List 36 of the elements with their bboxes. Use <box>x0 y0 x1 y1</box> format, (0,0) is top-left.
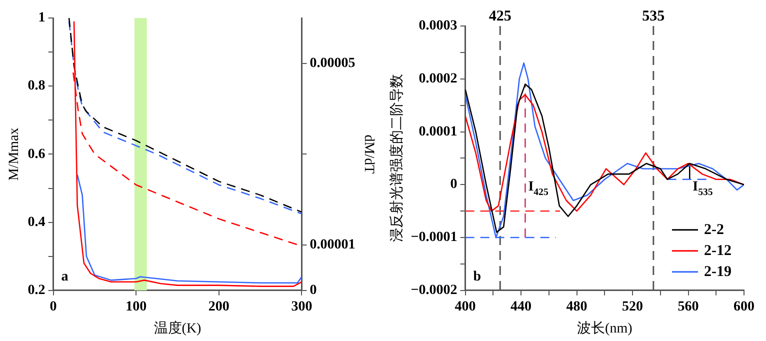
y2-tick-label: 0.00005 <box>310 56 356 72</box>
y-tick-label: −0.0002 <box>410 283 458 298</box>
y-tick-label: 0.0002 <box>418 71 458 86</box>
annotation: b <box>473 269 482 284</box>
y-tick-label: 1 <box>38 10 46 26</box>
legend-label: 2-19 <box>704 264 732 280</box>
x-tick-label: 100 <box>126 299 147 314</box>
annotation: a <box>61 269 68 284</box>
x-tick-label: 480 <box>566 299 588 314</box>
x-axis-title: 波长(nm) <box>577 320 633 336</box>
x-tick-label: 440 <box>510 299 532 314</box>
x-tick-label: 0 <box>50 299 57 314</box>
x-axis-title: 温度(K) <box>154 320 202 336</box>
y-tick-label: 0 <box>450 177 458 192</box>
y-tick-label: 0.4 <box>28 214 46 230</box>
y-tick-label: 0.2 <box>28 283 46 298</box>
y2-tick-label: 0 <box>310 283 317 298</box>
x-tick-label: 200 <box>208 299 230 314</box>
y2-tick-label: 0.00001 <box>310 238 356 253</box>
y-tick-label: 0.6 <box>28 146 46 162</box>
y-tick-label: −0.0001 <box>410 230 458 246</box>
y-axis-title: M/Mmax <box>7 128 22 181</box>
ref-line-label: 425 <box>488 8 512 24</box>
x-tick-label: 300 <box>291 299 312 314</box>
y-tick-label: 0.0001 <box>418 124 458 140</box>
legend-label: 2-12 <box>704 242 732 259</box>
y-tick-label: 0.8 <box>28 78 46 94</box>
y2-axis-title: dM/dT <box>360 134 376 174</box>
x-tick-label: 600 <box>734 299 754 314</box>
legend-label: 2-2 <box>704 222 724 238</box>
y-axis-title: 浸反射光谱强度的二阶导数 <box>389 74 406 242</box>
y-tick-label: 0.0003 <box>418 18 458 34</box>
x-tick-label: 520 <box>622 299 644 314</box>
ref-line-label: 535 <box>642 8 665 24</box>
x-tick-label: 400 <box>454 299 476 314</box>
x-tick-label: 560 <box>678 299 699 314</box>
